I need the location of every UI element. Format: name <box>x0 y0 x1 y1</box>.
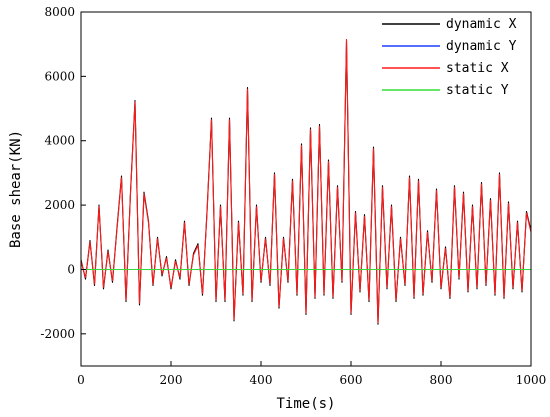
y-tick-label: 6000 <box>44 69 75 83</box>
legend-label: static X <box>446 61 509 76</box>
legend-label: static Y <box>446 83 509 98</box>
plot-frame <box>80 11 532 367</box>
x-axis-title: Time(s) <box>276 396 335 412</box>
x-tick-label: 0 <box>77 373 85 387</box>
y-axis-title: Base shear(KN) <box>8 130 24 248</box>
ticks-layer: 0 200 400 600 800 1000 -2000 0 2000 4000 6000 8000 <box>40 5 546 387</box>
x-tick-label: 800 <box>430 373 453 387</box>
legend-label: dynamic Y <box>446 39 517 54</box>
x-tick-label: 600 <box>340 373 363 387</box>
y-tick-label: -2000 <box>40 327 75 341</box>
y-tick-label: 2000 <box>44 198 75 212</box>
y-tick-label: 4000 <box>44 134 75 148</box>
x-tick-label: 400 <box>250 373 273 387</box>
legend: dynamic X dynamic Y static X static Y <box>382 17 517 98</box>
legend-label: dynamic X <box>446 17 517 32</box>
series-layer <box>80 38 532 325</box>
x-tick-label: 200 <box>160 373 183 387</box>
y-tick-label: 0 <box>67 262 75 276</box>
y-tick-label: 8000 <box>44 5 75 19</box>
axes-layer <box>80 11 532 367</box>
x-tick-label: 1000 <box>516 373 547 387</box>
series-line-static-x <box>80 38 532 324</box>
